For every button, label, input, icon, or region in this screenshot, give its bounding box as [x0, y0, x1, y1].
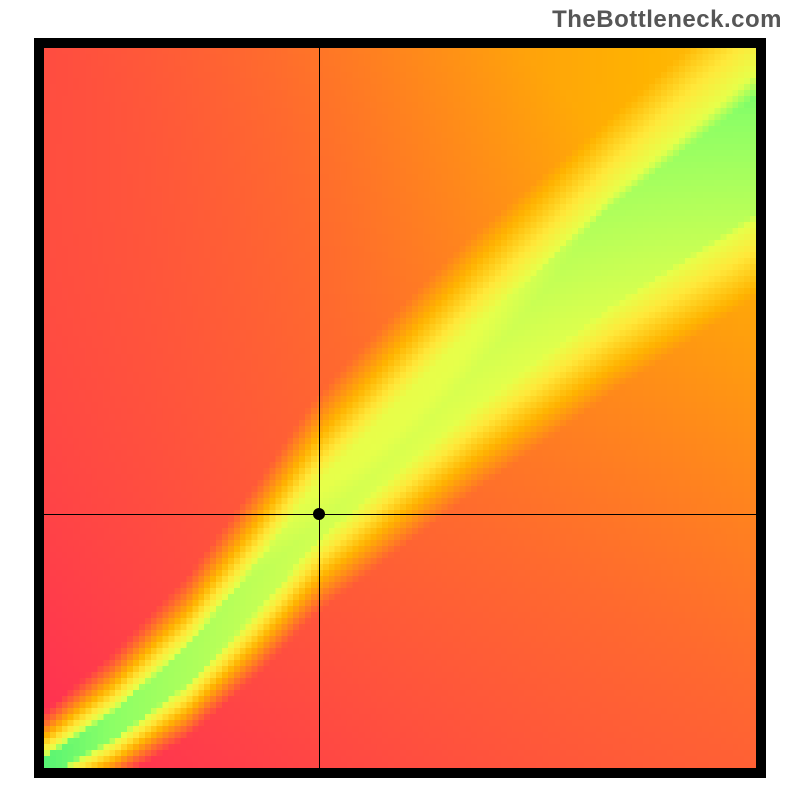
crosshair-horizontal: [44, 514, 756, 515]
watermark-text: TheBottleneck.com: [552, 6, 782, 34]
marker-dot: [313, 508, 325, 520]
chart-frame: TheBottleneck.com: [0, 0, 800, 800]
crosshair-vertical: [319, 48, 320, 768]
heatmap-canvas: [44, 48, 756, 768]
heatmap-plot: [44, 48, 756, 768]
